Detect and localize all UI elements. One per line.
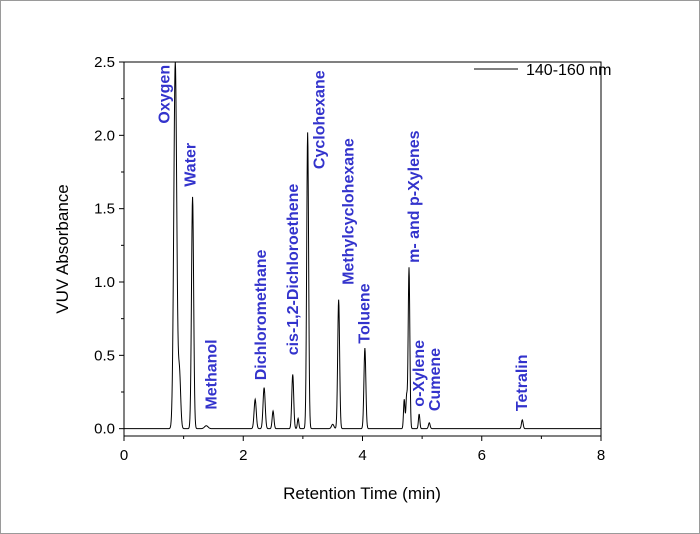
y-tick-label: 1.5 <box>94 201 115 218</box>
x-tick-label: 4 <box>358 447 366 464</box>
peak-label: Dichloromethane <box>253 250 270 381</box>
x-tick-label: 6 <box>478 447 486 464</box>
x-tick-label: 0 <box>120 447 128 464</box>
legend-label: 140-160 nm <box>526 62 611 79</box>
peak-label: Cyclohexane <box>311 70 328 169</box>
y-axis-title: VUV Absorbance <box>53 184 72 313</box>
x-tick-label: 8 <box>597 447 605 464</box>
y-tick-label: 0.0 <box>94 421 115 438</box>
series-line-140-160nm <box>124 61 601 430</box>
legend: 140-160 nm <box>474 62 611 79</box>
peak-label: Tetralin <box>514 354 531 411</box>
peak-label: Water <box>183 143 200 187</box>
peak-label: o-Xylene <box>411 340 428 407</box>
peak-label: Toluene <box>357 283 374 343</box>
peak-label: Cumene <box>427 348 444 411</box>
peak-label: Methanol <box>203 339 220 409</box>
x-axis-title: Retention Time (min) <box>283 484 441 503</box>
y-tick-label: 2.5 <box>94 54 115 71</box>
y-tick-label: 2.0 <box>94 127 115 144</box>
peak-label: Methylcyclohexane <box>341 138 358 285</box>
peak-label: cis-1,2-Dichloroethene <box>285 184 302 356</box>
y-tick-label: 0.5 <box>94 347 115 364</box>
y-tick-label: 1.0 <box>94 274 115 291</box>
peak-label: m- and p-Xylenes <box>406 130 423 263</box>
x-tick-label: 2 <box>239 447 247 464</box>
peak-label: Oxygen <box>156 65 173 124</box>
